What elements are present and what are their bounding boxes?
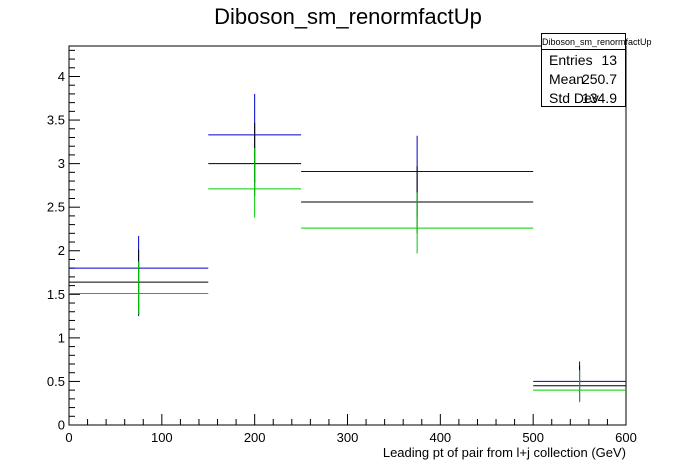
y-tick-label: 3.5 <box>47 113 65 128</box>
series-1 <box>69 123 626 402</box>
x-tick-label: 200 <box>244 430 266 445</box>
stats-mean-value: 250.7 <box>582 70 617 89</box>
series-2 <box>69 148 626 402</box>
x-tick-label: 0 <box>65 430 72 445</box>
stats-std-row: Std Dev 134.9 <box>542 89 625 108</box>
y-tick-label: 3 <box>58 156 65 171</box>
x-axis-label: Leading pt of pair from l+j collection (… <box>383 445 626 460</box>
x-axis: 0 100 200 300 400 500 600 <box>65 414 636 445</box>
series-0 <box>69 94 626 401</box>
stats-mean-row: Mean 250.7 <box>542 70 625 89</box>
stats-entries-value: 13 <box>601 51 617 70</box>
stats-entries-row: Entries 13 <box>542 51 625 70</box>
y-tick-label: 0 <box>58 418 65 433</box>
stats-title: Diboson_sm_renormfactUp <box>542 34 625 50</box>
y-tick-label: 1 <box>58 330 65 345</box>
data-series <box>69 94 626 402</box>
stats-mean-label: Mean <box>549 70 584 89</box>
stats-entries-label: Entries <box>549 51 593 70</box>
y-tick-label: 0.5 <box>47 374 65 389</box>
x-tick-label: 400 <box>429 430 451 445</box>
stats-std-value: 134.9 <box>582 89 617 108</box>
y-tick-label: 2 <box>58 243 65 258</box>
y-tick-label: 2.5 <box>47 200 65 215</box>
y-tick-label: 4 <box>58 69 65 84</box>
x-tick-label: 300 <box>337 430 359 445</box>
stats-box: Diboson_sm_renormfactUp Entries 13 Mean … <box>541 33 626 107</box>
y-axis: 0 0.5 1 1.5 2 2.5 3 3.5 4 <box>47 50 80 432</box>
x-tick-label: 500 <box>522 430 544 445</box>
x-tick-label: 600 <box>615 430 637 445</box>
chart-title: Diboson_sm_renormfactUp <box>214 4 482 29</box>
x-tick-label: 100 <box>151 430 173 445</box>
y-tick-label: 1.5 <box>47 287 65 302</box>
